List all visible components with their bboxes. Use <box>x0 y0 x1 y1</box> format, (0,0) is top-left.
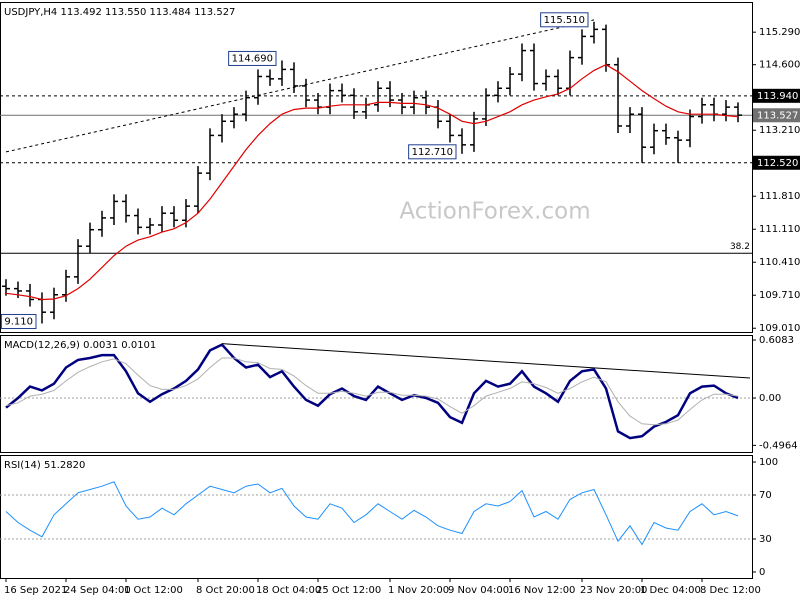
y-tick-label: 111.110 <box>759 224 800 235</box>
annotation-label: 9.110 <box>4 317 33 328</box>
y-tick-label: -0.4964 <box>759 440 798 451</box>
annotation-box <box>0 314 37 330</box>
fib-label: 38.2 <box>730 242 750 252</box>
x-tick-label: 1 Dec 04:00 <box>640 585 701 596</box>
x-tick-label: 1 Nov 20:00 <box>388 585 449 596</box>
y-tick-label: 111.810 <box>759 191 800 202</box>
moving-average <box>5 64 739 301</box>
level-label-box <box>753 155 800 170</box>
panel-border <box>0 335 753 453</box>
y-tick-label: 100 <box>759 457 778 468</box>
level-label: 113.527 <box>757 110 798 121</box>
indicator-line <box>5 357 739 426</box>
annotation-box <box>228 50 277 66</box>
x-tick-label: 25 Oct 12:00 <box>316 585 381 596</box>
x-tick-label: 8 Oct 20:00 <box>196 585 255 596</box>
x-tick-label: 24 Sep 04:00 <box>64 585 131 596</box>
x-tick-label: 18 Oct 04:00 <box>256 585 321 596</box>
level-label: 112.520 <box>757 158 798 169</box>
y-tick-label: 109.710 <box>759 290 800 301</box>
annotation-box <box>540 12 589 28</box>
indicator-line <box>5 481 739 546</box>
y-tick-label: 30 <box>759 534 772 545</box>
annotation-label: 112.710 <box>412 147 453 158</box>
annotation-label: 114.690 <box>232 53 273 64</box>
x-tick-label: 1 Oct 12:00 <box>124 585 183 596</box>
panel-title: RSI(14) 51.2820 <box>4 460 85 471</box>
x-tick-label: 16 Nov 12:00 <box>508 585 575 596</box>
panel-title: USDJPY,H4 113.492 113.550 113.484 113.52… <box>4 7 235 18</box>
y-tick-label: 0 <box>759 567 765 578</box>
panel-border <box>0 2 753 333</box>
x-tick-label: 9 Nov 04:00 <box>448 585 509 596</box>
annotation-label: 115.510 <box>544 15 585 26</box>
y-tick-label: 114.600 <box>759 60 800 71</box>
x-tick-label: 23 Nov 20:00 <box>580 585 647 596</box>
watermark: ActionForex.com <box>399 199 590 225</box>
level-label-box <box>753 108 800 123</box>
panel-title: MACD(12,26,9) 0.0031 0.0101 <box>4 340 156 351</box>
y-tick-label: 0.6083 <box>759 335 794 346</box>
y-tick-label: 0.00 <box>759 393 781 404</box>
y-tick-label: 115.290 <box>759 27 800 38</box>
y-tick-label: 70 <box>759 490 772 501</box>
level-label: 113.940 <box>757 91 798 102</box>
trendline <box>5 19 595 153</box>
trendline <box>221 343 751 379</box>
indicator-line <box>5 343 739 440</box>
y-tick-label: 110.410 <box>759 257 800 268</box>
x-tick-label: 8 Dec 12:00 <box>700 585 761 596</box>
annotation-box <box>408 144 457 160</box>
y-tick-label: 109.010 <box>759 323 800 334</box>
x-tick-label: 16 Sep 2021 <box>4 585 67 596</box>
y-tick-label: 113.210 <box>759 125 800 136</box>
level-label-box <box>753 88 800 103</box>
panel-border <box>0 455 753 579</box>
